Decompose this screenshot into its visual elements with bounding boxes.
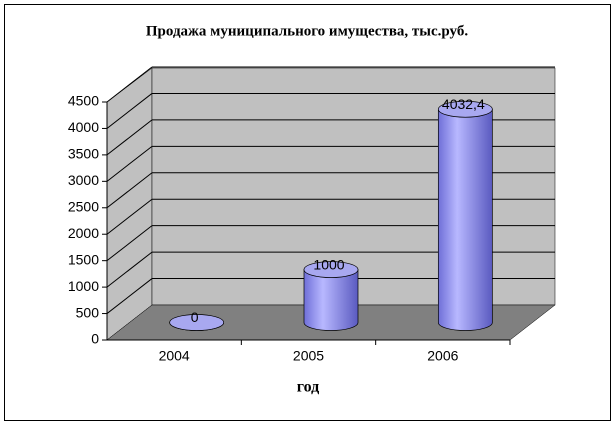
x-axis-label: год <box>297 379 320 396</box>
grid-line <box>106 172 153 209</box>
value-label: 0 <box>191 309 199 325</box>
y-tick-label: 4500 <box>68 93 99 109</box>
bar <box>437 100 493 331</box>
y-tick-label: 4000 <box>68 119 99 135</box>
grid-line <box>106 225 153 262</box>
bar-top <box>437 100 493 118</box>
x-tick-label: 2004 <box>159 348 190 364</box>
grid-line <box>106 145 153 182</box>
bar-top <box>303 261 359 278</box>
grid-line <box>106 93 153 129</box>
grid-line <box>106 198 153 235</box>
bar-body <box>303 269 359 331</box>
bar <box>169 314 225 331</box>
y-tick-label: 3000 <box>68 172 99 188</box>
x-tick-label: 2005 <box>293 348 324 364</box>
bar <box>303 261 359 331</box>
bar-top <box>169 314 225 331</box>
y-tick-label: 1500 <box>68 251 99 267</box>
y-tick-label: 500 <box>76 304 100 320</box>
chart-title: Продажа муниципального имущества, тыс.ру… <box>146 23 468 39</box>
grid-line <box>106 278 153 314</box>
grid-line <box>106 251 153 288</box>
value-label: 4032,4 <box>442 96 485 112</box>
y-tick-label: 2000 <box>68 225 99 241</box>
grid-line <box>106 119 153 156</box>
x-tick-label: 2006 <box>427 348 458 364</box>
grid-line <box>106 66 153 103</box>
y-tick-label: 0 <box>91 331 99 347</box>
y-tick-label: 3500 <box>68 146 99 162</box>
value-label: 1000 <box>313 256 344 272</box>
y-tick-label: 1000 <box>68 278 99 294</box>
bar-body <box>437 108 493 331</box>
y-tick-label: 2500 <box>68 198 99 214</box>
